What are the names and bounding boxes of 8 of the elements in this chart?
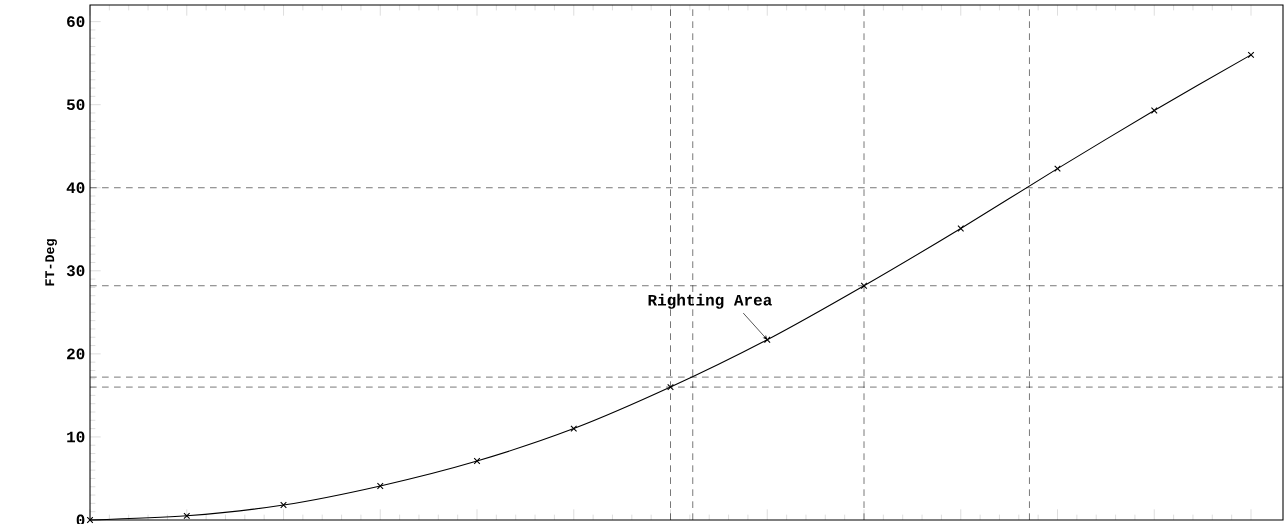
y-axis-title: FT-Deg [45, 239, 57, 286]
y-tick-label: 50 [66, 99, 85, 111]
y-tick-label: 20 [67, 348, 85, 360]
y-tick-label: 60 [67, 16, 85, 28]
y-tick-label: 10 [67, 431, 85, 443]
y-tick-label: 30 [66, 265, 85, 277]
y-tick-label: 40 [66, 182, 85, 194]
annotation: Righting Area [648, 293, 772, 309]
